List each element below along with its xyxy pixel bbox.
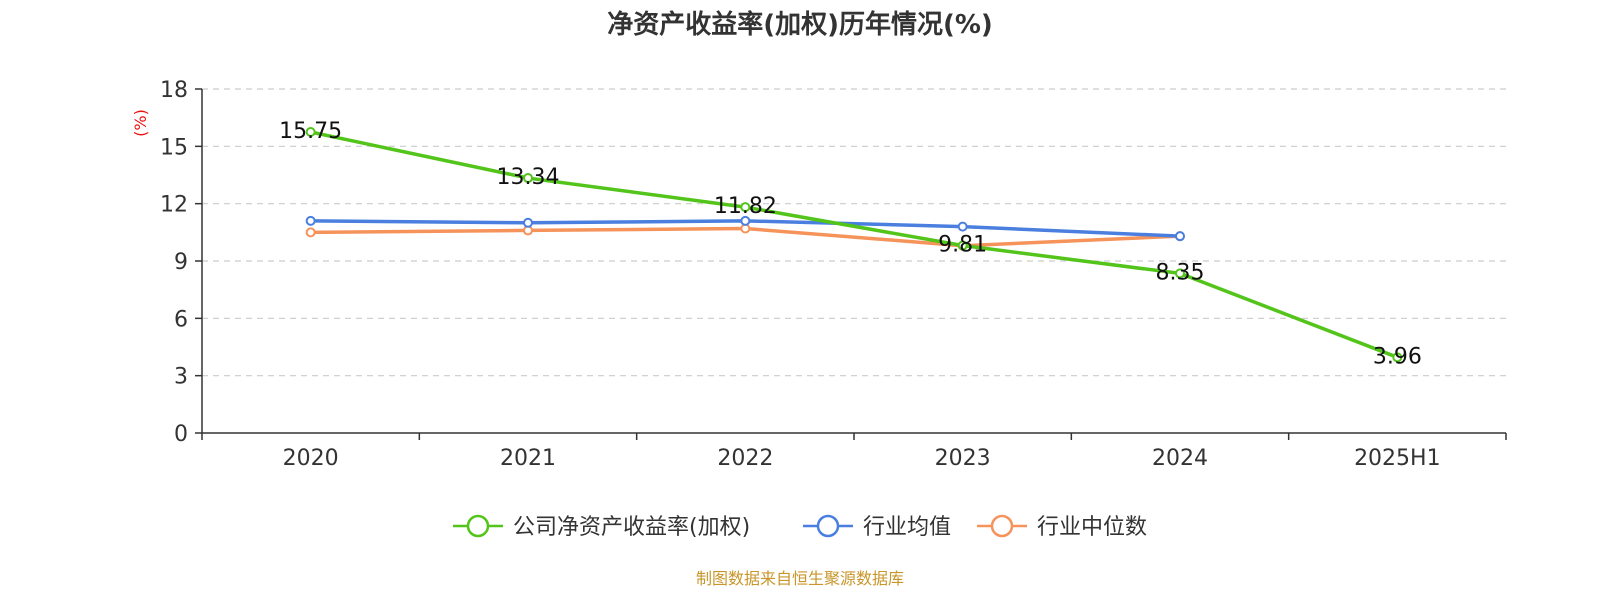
legend-label: 公司净资产收益率(加权) [513,515,750,540]
data-label: 3.96 [1373,344,1422,369]
data-point [957,221,968,232]
x-tick-label: 2024 [1152,446,1208,471]
data-point [523,173,533,184]
series-3 [305,223,1185,251]
data-point [957,240,968,251]
legend-label: 行业中位数 [1037,515,1147,540]
legend-marker-icon [990,514,1014,538]
legend: 公司净资产收益率(加权) 行业均值 行业中位数 [453,514,1147,540]
data-label: 13.34 [497,165,560,190]
x-tick-label: 2025H1 [1354,446,1441,471]
series-line [310,130,1398,359]
data-point [740,215,751,226]
x-axis-ticks: 2020 2021 2022 2023 2024 2025H1 [201,433,1507,471]
y-tick-label: 12 [160,193,188,218]
grid-lines [202,88,1506,377]
data-labels: 15.75 13.34 11.82 9.81 8.35 3.96 [279,119,1422,369]
y-tick-label: 3 [174,365,188,390]
x-tick-label: 2020 [283,446,339,471]
y-axis-ticks: 0 3 6 9 12 15 18 [160,78,202,447]
data-point [1175,231,1185,242]
series-2 [305,215,1185,242]
y-axis-unit-label: (%) [131,109,150,137]
x-tick-label: 2022 [717,446,773,471]
data-point [1175,268,1185,279]
data-point [740,202,751,213]
series-layer [305,127,1403,363]
legend-marker-icon [466,514,490,538]
legend-marker-icon [816,514,840,538]
data-label: 11.82 [714,194,777,219]
data-label: 15.75 [279,119,342,144]
x-tick-label: 2023 [935,446,991,471]
legend-label: 行业均值 [863,515,951,540]
legend-item-1: 公司净资产收益率(加权) [453,514,750,540]
data-label: 8.35 [1156,260,1205,285]
data-point [1392,352,1403,363]
legend-item-2: 行业均值 [803,514,951,540]
data-point [305,127,316,137]
data-point [305,215,316,226]
chart-title: 净资产收益率(加权)历年情况(%) [607,9,993,40]
data-label: 9.81 [938,233,987,258]
y-tick-label: 9 [174,250,188,275]
y-tick-label: 0 [174,422,188,447]
legend-item-3: 行业中位数 [977,514,1147,540]
series-1 [305,127,1403,363]
y-tick-label: 18 [160,78,188,103]
source-note: 制图数据来自恒生聚源数据库 [696,569,904,588]
y-tick-label: 6 [174,307,188,332]
data-point [305,227,316,238]
x-tick-label: 2021 [500,446,556,471]
y-tick-label: 15 [160,135,188,160]
data-point [523,217,533,228]
